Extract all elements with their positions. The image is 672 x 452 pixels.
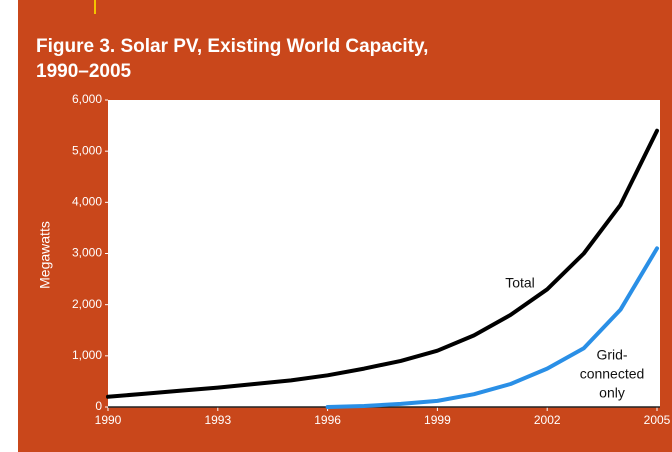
x-tick-label: 1993 xyxy=(204,413,231,427)
x-tick-label: 2005 xyxy=(644,413,671,427)
y-tick-label: 3,000 xyxy=(72,246,102,260)
y-tick-label: 4,000 xyxy=(72,195,102,209)
annotation: connected xyxy=(580,366,645,382)
y-tick-label: 2,000 xyxy=(72,297,102,311)
annotation: Total xyxy=(505,275,535,291)
y-tick-label: 1,000 xyxy=(72,348,102,362)
series-line xyxy=(106,128,659,399)
x-tick-label: 2002 xyxy=(534,413,561,427)
annotation: only xyxy=(599,385,625,401)
x-tick-label: 1999 xyxy=(424,413,451,427)
y-axis-label: Megawatts xyxy=(37,221,53,289)
x-tick-label: 1990 xyxy=(95,413,122,427)
y-tick-label: 6,000 xyxy=(72,92,102,106)
chart-title: 1990–2005 xyxy=(36,61,132,82)
plot-area xyxy=(108,100,660,407)
y-tick-label: 0 xyxy=(95,399,102,413)
y-tick-label: 5,000 xyxy=(72,143,102,157)
chart-title: Figure 3. Solar PV, Existing World Capac… xyxy=(36,36,428,57)
x-tick-label: 1996 xyxy=(314,413,341,427)
series-line xyxy=(325,246,659,409)
annotation: Grid- xyxy=(596,347,627,363)
